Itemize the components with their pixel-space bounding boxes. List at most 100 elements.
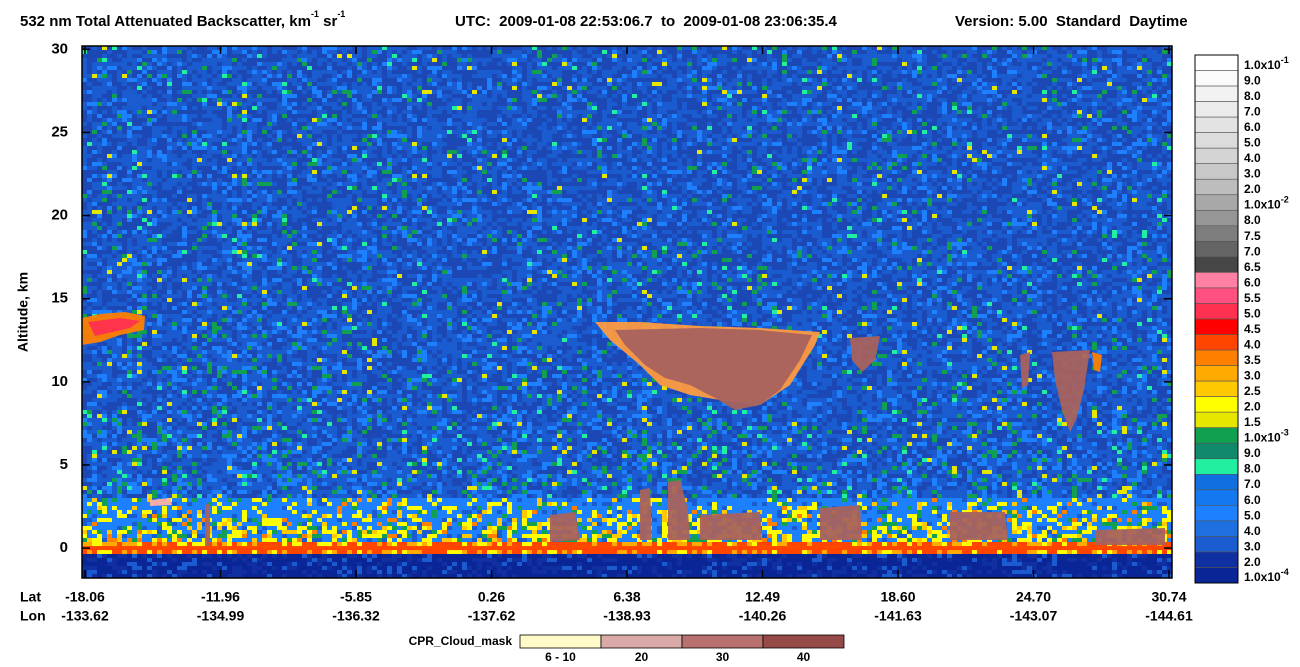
- colorbar-label: 7.0: [1244, 477, 1261, 491]
- colorbar-label: 8.0: [1244, 462, 1261, 476]
- colorbar-swatch: [1194, 334, 1239, 351]
- x-tick-label: -137.62: [468, 608, 516, 624]
- colorbar-swatch: [1194, 225, 1239, 242]
- colorbar-swatch: [1194, 473, 1239, 491]
- colorbar-swatch: [1194, 411, 1239, 429]
- cloud-mask-swatch: [762, 634, 845, 649]
- cloud-feature: [820, 505, 862, 540]
- colorbar-swatch: [1194, 505, 1239, 522]
- colorbar-label: 9.0: [1244, 73, 1261, 87]
- plot-area: [82, 46, 1172, 578]
- colorbar-label: 1.0x10-1: [1244, 55, 1289, 72]
- colorbar-swatch: [1194, 567, 1239, 584]
- colorbar-label-base: 1.0x10: [1244, 58, 1281, 72]
- x-tick-label: -136.32: [332, 608, 380, 624]
- cloud-feature: [150, 498, 172, 506]
- x-tick-label: -133.62: [61, 608, 109, 624]
- colorbar-swatch: [1194, 303, 1239, 320]
- surface-return: [82, 546, 1172, 551]
- colorbar-label: 6.5: [1244, 260, 1261, 274]
- colorbar-label: 1.0x10-2: [1244, 195, 1289, 212]
- x-tick-label: -140.26: [739, 608, 787, 624]
- colorbar-swatch: [1194, 85, 1239, 102]
- colorbar-label: 8.0: [1244, 213, 1261, 227]
- x-tick-label: -134.99: [197, 608, 245, 624]
- x-tick-label: 6.38: [613, 589, 640, 605]
- colorbar-label: 4.0: [1244, 151, 1261, 165]
- colorbar-label: 2.5: [1244, 384, 1261, 398]
- colorbar-swatch: [1194, 458, 1239, 475]
- colorbar-swatch: [1194, 163, 1239, 180]
- colorbar-label: 6.0: [1244, 493, 1261, 507]
- cloud-mask-label: 6 - 10: [545, 650, 576, 664]
- colorbar-label-exp: -1: [1281, 55, 1289, 65]
- colorbar-swatch: [1194, 101, 1239, 118]
- x-tick-label: -143.07: [1010, 608, 1058, 624]
- colorbar-label-base: 1.0x10: [1244, 198, 1281, 212]
- x-tick-label: -5.85: [340, 589, 372, 605]
- colorbar-label: 1.5: [1244, 415, 1261, 429]
- colorbar-swatch: [1194, 194, 1239, 211]
- x-tick-label: -138.93: [603, 608, 651, 624]
- backscatter-texture: [82, 554, 1172, 578]
- cloud-feature: [1092, 352, 1102, 372]
- x-tick-label: -141.63: [874, 608, 922, 624]
- cloud-mask-title: CPR_Cloud_mask: [409, 634, 513, 648]
- cloud-feature: [640, 488, 652, 540]
- cloud-feature: [88, 318, 140, 336]
- colorbar-label-exp: -3: [1281, 428, 1289, 438]
- colorbar-swatch: [1194, 132, 1239, 149]
- colorbar-label: 2.0: [1244, 555, 1261, 569]
- cloud-feature: [850, 336, 880, 372]
- colorbar-label: 5.0: [1244, 306, 1261, 320]
- colorbar-label: 3.0: [1244, 539, 1261, 553]
- version: Version: 5.00 Standard Daytime: [955, 13, 1188, 30]
- colorbar-swatch: [1194, 427, 1239, 444]
- colorbar-swatch: [1194, 380, 1239, 397]
- backscatter-texture: [82, 46, 1172, 578]
- x-tick-label: 12.49: [745, 589, 780, 605]
- colorbar-label: 5.0: [1244, 136, 1261, 150]
- colorbar-label-base: 1.0x10: [1244, 431, 1281, 445]
- colorbar-swatch: [1194, 70, 1239, 87]
- colorbar-label: 4.0: [1244, 337, 1261, 351]
- y-tick-label: 10: [51, 373, 68, 390]
- colorbar-label: 3.0: [1244, 369, 1261, 383]
- cloud-mask-swatch: [681, 634, 764, 649]
- x-tick-label: -18.06: [65, 589, 105, 605]
- colorbar-label: 6.0: [1244, 120, 1261, 134]
- title-sup: -1: [311, 9, 319, 19]
- y-tick-label: 5: [60, 456, 68, 473]
- x-tick-label: -11.96: [201, 589, 240, 605]
- colorbar-label: 1.0x10-3: [1244, 428, 1289, 445]
- colorbar-label: 7.0: [1244, 244, 1261, 258]
- x-tick-label: 24.70: [1016, 589, 1051, 605]
- colorbar-swatch: [1194, 241, 1239, 258]
- colorbar-label: 2.0: [1244, 400, 1261, 414]
- colorbar-swatch: [1194, 178, 1239, 196]
- colorbar-swatch: [1194, 551, 1239, 568]
- y-tick-label: 20: [51, 207, 68, 224]
- cloud-mask-label: 20: [635, 650, 649, 664]
- y-tick-label: 15: [51, 290, 68, 307]
- colorbar-label: 7.0: [1244, 105, 1261, 119]
- colorbar-swatch: [1194, 520, 1239, 537]
- colorbar-label: 5.5: [1244, 291, 1261, 305]
- title-part: 532 nm Total Attenuated Backscatter, km: [20, 13, 311, 30]
- title-sup: -1: [337, 9, 345, 19]
- colorbar-swatch: [1194, 147, 1239, 165]
- colorbar-label: 9.0: [1244, 446, 1261, 460]
- chart-title: 532 nm Total Attenuated Backscatter, km-…: [20, 9, 345, 30]
- x-row-name: Lat: [20, 589, 41, 605]
- time-range: UTC: 2009-01-08 22:53:06.7 to 2009-01-08…: [455, 13, 838, 30]
- colorbar-label: 3.0: [1244, 167, 1261, 181]
- cloud-mask-label: 30: [716, 650, 730, 664]
- x-tick-label: 30.74: [1151, 589, 1186, 605]
- y-tick-label: 30: [51, 40, 68, 57]
- colorbar-swatch: [1194, 116, 1239, 133]
- colorbar-swatch: [1194, 54, 1239, 71]
- colorbar-label: 4.0: [1244, 524, 1261, 538]
- cloud-mask-swatch: [519, 634, 602, 649]
- colorbar-swatch: [1194, 272, 1239, 289]
